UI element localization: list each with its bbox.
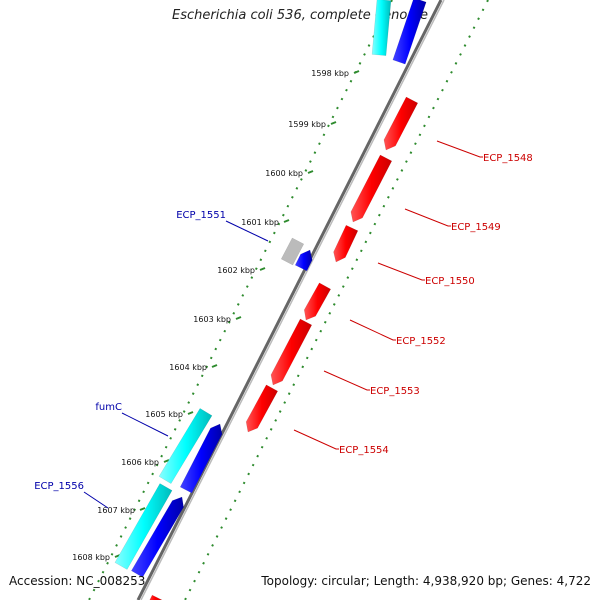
tick-label: 1601 kbp — [241, 218, 279, 227]
tick-mark — [330, 121, 337, 125]
tick-label: 1603 kbp — [193, 315, 231, 324]
gene-label-fumC: fumC — [95, 402, 122, 413]
tick-label: 1606 kbp — [121, 458, 159, 467]
tick-mark — [307, 170, 314, 174]
leader-line — [323, 370, 370, 391]
backbone-line-shadow — [140, 0, 445, 600]
leader-line — [404, 208, 451, 227]
gene-ECP_1551 — [294, 249, 313, 272]
gene-group — [114, 0, 427, 600]
tick-label: 1599 kbp — [288, 120, 326, 129]
tick-label: 1604 kbp — [169, 363, 207, 372]
gene-ECP_1553 — [270, 318, 313, 386]
tick-mark — [259, 267, 266, 271]
inner-ruler — [88, 0, 393, 600]
tick-mark — [235, 316, 242, 320]
gene-fumC — [179, 423, 223, 494]
gene-ECP_1556-rna — [114, 483, 173, 570]
tick-label: 1607 kbp — [97, 506, 135, 515]
tick-mark — [353, 70, 360, 74]
tick-label: 1608 kbp — [72, 553, 110, 562]
gene-label-ECP_1553: ECP_1553 — [370, 386, 420, 397]
leader-line — [83, 491, 109, 509]
label-group: ECP_1548 ECP_1549 ECP_1550 ECP_1552 ECP_1553… — [34, 140, 533, 509]
gene-top-blue — [392, 0, 427, 65]
leader-line — [121, 412, 169, 437]
gene-label-ECP_1549: ECP_1549 — [451, 222, 501, 233]
gene-rna-top — [371, 0, 392, 56]
gene-ECP_1556 — [131, 496, 184, 578]
gene-label-ECP_1552: ECP_1552 — [396, 336, 446, 347]
tick-label: 1605 kbp — [145, 410, 183, 419]
summary-text: Topology: circular; Length: 4,938,920 bp… — [261, 574, 591, 588]
leader-line — [349, 319, 396, 341]
leader-line — [377, 262, 425, 281]
gene-label-ECP_1551: ECP_1551 — [176, 210, 226, 221]
gene-ECP_1552 — [303, 282, 332, 321]
gene-ECP_1549 — [350, 154, 393, 223]
accession-text: Accession: NC_008253 — [9, 574, 146, 588]
leader-line — [293, 429, 339, 450]
tick-mark — [139, 507, 146, 511]
map-title: Escherichia coli 536, complete genome — [172, 8, 428, 23]
gene-ECP_1548 — [383, 96, 419, 151]
tick-mark — [283, 219, 290, 223]
gene-ECP_1554 — [245, 384, 279, 433]
tick-label: 1598 kbp — [311, 69, 349, 78]
backbone-line — [136, 0, 443, 600]
gene-ECP_1551-other — [280, 237, 305, 266]
tick-label: 1602 kbp — [217, 266, 255, 275]
outer-ruler — [184, 0, 489, 600]
gene-partial — [149, 594, 163, 600]
gene-label-ECP_1550: ECP_1550 — [425, 276, 475, 287]
gene-label-ECP_1554: ECP_1554 — [339, 445, 389, 456]
tick-mark — [163, 459, 170, 463]
leader-line — [225, 220, 269, 242]
leader-line — [436, 140, 483, 158]
tick-mark — [187, 411, 194, 415]
gene-label-ECP_1548: ECP_1548 — [483, 153, 533, 164]
tick-label: 1600 kbp — [265, 169, 303, 178]
tick-group: 1598 kbp 1599 kbp 1600 kbp 1601 kbp 1602 kbp… — [72, 69, 360, 562]
gene-fumC-rna — [158, 408, 213, 484]
gene-ECP_1550 — [333, 224, 359, 263]
tick-mark — [211, 364, 218, 368]
gene-label-ECP_1556: ECP_1556 — [34, 481, 84, 492]
